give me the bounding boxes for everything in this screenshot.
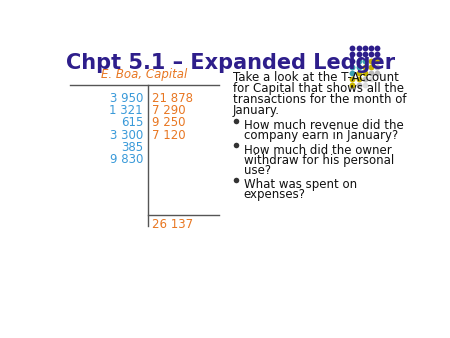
Text: How much did the owner: How much did the owner xyxy=(244,144,392,157)
Text: company earn in January?: company earn in January? xyxy=(244,129,398,142)
Text: 7 290: 7 290 xyxy=(153,104,186,117)
Text: 9 250: 9 250 xyxy=(153,117,186,129)
Text: Take a look at the T-Account: Take a look at the T-Account xyxy=(233,71,399,84)
Text: What was spent on: What was spent on xyxy=(244,178,357,191)
Text: How much revenue did the: How much revenue did the xyxy=(244,119,404,132)
Text: 3 950: 3 950 xyxy=(110,92,143,105)
Text: expenses?: expenses? xyxy=(244,188,306,201)
Text: 26 137: 26 137 xyxy=(153,218,194,231)
Text: 615: 615 xyxy=(121,117,143,129)
Text: E. Boa, Capital: E. Boa, Capital xyxy=(102,68,188,81)
Text: 7 120: 7 120 xyxy=(153,129,186,142)
Text: 9 830: 9 830 xyxy=(110,153,143,166)
Text: Chpt 5.1 – Expanded Ledger: Chpt 5.1 – Expanded Ledger xyxy=(66,53,395,73)
Text: 3 300: 3 300 xyxy=(110,129,143,142)
Text: withdraw for his personal: withdraw for his personal xyxy=(244,154,394,167)
Text: for Capital that shows all the: for Capital that shows all the xyxy=(233,82,404,95)
Text: 21 878: 21 878 xyxy=(153,92,194,105)
Text: transactions for the month of: transactions for the month of xyxy=(233,93,406,106)
Text: 1 321: 1 321 xyxy=(109,104,143,117)
Text: use?: use? xyxy=(244,164,271,177)
Text: 385: 385 xyxy=(121,141,143,154)
Text: January.: January. xyxy=(233,104,280,117)
